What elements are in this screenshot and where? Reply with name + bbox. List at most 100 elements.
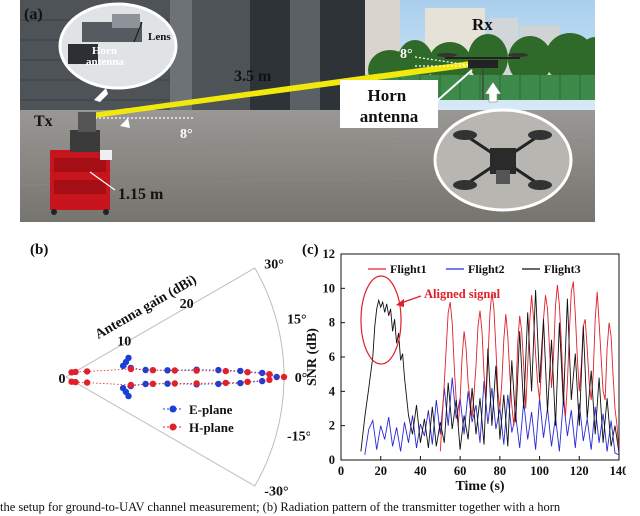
- hplane-point-19: [68, 369, 75, 376]
- eplane-point-0: [273, 373, 280, 381]
- hplane-point-6: [222, 379, 229, 387]
- radial-tick-0: 0: [59, 372, 66, 387]
- rx-angle-label: 8°: [400, 47, 413, 62]
- y-tick-label-3: 6: [329, 350, 335, 364]
- inset-horn-line-1: Horn: [92, 45, 117, 57]
- snr-legend: Flight1 Flight2 Flight3: [368, 262, 581, 276]
- hplane-point-3: [244, 369, 251, 376]
- x-axis-title: Time (s): [455, 479, 504, 494]
- x-tick-labels: 0 20 40 60 80 100 120 140: [338, 456, 626, 478]
- legend-flight3-label: Flight3: [544, 262, 581, 276]
- hplane-point-10: [171, 380, 178, 387]
- radial-tick-2: 20: [180, 297, 194, 312]
- x-tick-label-3: 60: [454, 464, 467, 478]
- hplane-point-14: [127, 381, 135, 389]
- setup-photo: (a) Lens Horn antenna Rx Tx 3.5 m 8° 8° …: [20, 0, 595, 222]
- eplane-point-11: [142, 366, 149, 374]
- hplane-point-16: [83, 379, 91, 386]
- eplane-point-4: [237, 379, 244, 387]
- hplane-point-7: [193, 367, 200, 374]
- inset-horn-label: Horn antenna: [86, 45, 124, 68]
- snr-time-chart: (c) 0 20 40 60 80 100 120 140 0 2 4 6 8 10 12 Time (s…: [302, 242, 626, 494]
- y-axis-title: SNR (dB): [305, 328, 320, 386]
- series-line-eplane: [122, 357, 279, 397]
- polar-outline: [64, 267, 285, 487]
- eplane-point-10: [164, 380, 171, 387]
- x-tick-label-4: 80: [494, 464, 507, 478]
- setup-photo-illustration: (a) Lens Horn antenna Rx Tx 3.5 m 8° 8° …: [20, 0, 595, 222]
- angle-tick-0: 30°: [264, 258, 284, 273]
- x-tick-label-2: 40: [414, 464, 427, 478]
- series-line-hplane: [71, 368, 285, 386]
- hplane-point-12: [149, 380, 157, 387]
- x-tick-label-6: 120: [570, 464, 589, 478]
- legend-flight2-label: Flight2: [468, 262, 505, 276]
- eplane-point-3: [237, 367, 244, 375]
- tx-angle-label: 8°: [180, 127, 193, 142]
- radial-tick-1: 10: [117, 335, 131, 350]
- y-tick-labels: 0 2 4 6 8 10 12: [323, 247, 345, 467]
- aligned-signal-ellipse: [360, 275, 402, 365]
- y-tick-label-0: 0: [329, 453, 335, 467]
- inset-lens-closeup: [58, 2, 178, 90]
- angle-tick-4: -30°: [264, 484, 288, 497]
- uav-drone: [437, 53, 528, 100]
- radial-tick-labels: 0 10 20: [59, 297, 194, 387]
- hplane-point-1: [266, 371, 273, 378]
- legend-eplane-label: E-plane: [189, 402, 233, 417]
- hplane-point-0: [280, 373, 288, 381]
- tx-label: Tx: [34, 113, 53, 130]
- angle-tick-labels: 30° 15° 0° -15° -30°: [264, 258, 310, 497]
- x-tick-label-5: 100: [530, 464, 549, 478]
- legend-flight1-label: Flight1: [390, 262, 427, 276]
- tx-cart: [50, 112, 112, 215]
- eplane-point-6: [215, 380, 222, 388]
- hplane-point-2: [266, 376, 273, 383]
- hplane-point-11: [149, 367, 157, 374]
- y-tick-label-2: 4: [329, 384, 336, 398]
- eplane-point-20: [125, 392, 132, 400]
- panel-b-label: (b): [30, 242, 48, 258]
- series-line-flight1: [439, 281, 620, 452]
- horn-antenna-label: Horn antenna: [360, 86, 419, 126]
- figure-caption: the setup for ground-to-UAV channel meas…: [0, 500, 561, 514]
- eplane-point-5: [215, 366, 222, 374]
- hplane-point-8: [193, 380, 200, 387]
- hplane-point-5: [222, 367, 229, 375]
- y-tick-label-4: 8: [329, 316, 335, 330]
- series-line-flight2: [364, 377, 620, 456]
- eplane-point-1: [259, 369, 266, 377]
- eplane-point-2: [259, 377, 266, 385]
- panel-a-label: (a): [24, 6, 43, 23]
- x-tick-label-0: 0: [338, 464, 344, 478]
- distance-label: 3.5 m: [234, 68, 272, 85]
- lens-label: Lens: [148, 31, 171, 43]
- polar-legend: E-plane H-plane: [163, 402, 234, 435]
- angle-tick-2: 0°: [295, 371, 308, 386]
- x-tick-label-7: 140: [610, 464, 626, 478]
- angle-tick-3: -15°: [287, 430, 310, 445]
- y-tick-label-5: 10: [323, 281, 336, 295]
- y-tick-label-6: 12: [323, 247, 336, 261]
- panel-c-label: (c): [302, 242, 319, 258]
- rx-label: Rx: [472, 15, 493, 34]
- snr-series-lines: [360, 281, 620, 456]
- eplane-point-19: [125, 354, 132, 362]
- hplane-point-4: [244, 378, 251, 385]
- polar-points: [68, 354, 288, 400]
- hplane-point-20: [68, 378, 75, 385]
- angle-tick-1: 15°: [287, 312, 307, 327]
- series-line-flight3: [360, 289, 620, 454]
- hplane-point-13: [127, 365, 135, 373]
- hplane-point-9: [171, 367, 178, 374]
- y-tick-label-1: 2: [329, 419, 335, 433]
- inset-horn-line-2: antenna: [86, 56, 124, 68]
- horn-label-line-1: Horn: [368, 86, 407, 105]
- inset-drone-closeup: [433, 108, 573, 212]
- hplane-point-15: [83, 368, 91, 375]
- polar-grid: [64, 267, 285, 487]
- x-tick-label-1: 20: [374, 464, 387, 478]
- aligned-signal-annotation: Aligned signal: [424, 287, 501, 301]
- aligned-signal-arrowhead: [396, 299, 404, 307]
